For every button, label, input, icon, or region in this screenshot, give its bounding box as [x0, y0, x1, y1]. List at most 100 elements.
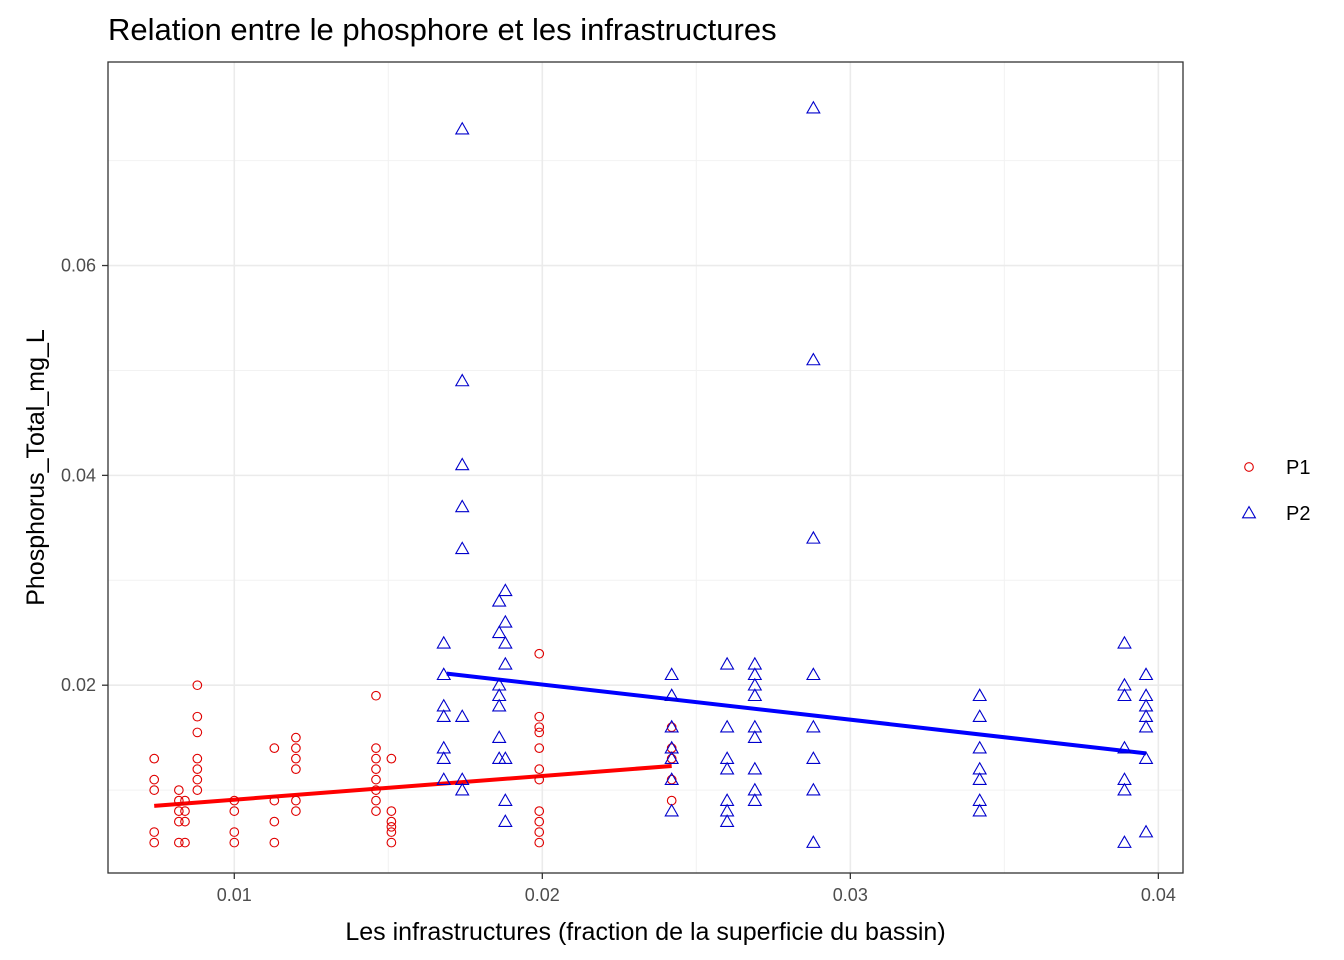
- legend-label-p1: P1: [1286, 457, 1310, 479]
- data-point-p2: [454, 457, 470, 471]
- data-point-p1: [534, 722, 545, 733]
- data-point-p1: [229, 806, 240, 816]
- y-axis-title: Phosphorus_Total_mg_L: [22, 329, 50, 606]
- data-point-p1: [386, 821, 397, 832]
- data-point-p2: [806, 100, 821, 114]
- data-point-p1: [229, 827, 240, 837]
- data-point-p2: [498, 814, 513, 827]
- data-point-p2: [747, 688, 763, 702]
- data-point-p1: [149, 827, 160, 837]
- data-point-p1: [386, 753, 397, 764]
- data-point-p1: [291, 795, 301, 806]
- data-point-p1: [371, 795, 381, 806]
- data-point-p2: [747, 793, 763, 806]
- data-point-p1: [180, 837, 190, 848]
- data-point-p1: [386, 827, 397, 837]
- panel-border: [107, 61, 1184, 874]
- data-point-p1: [291, 806, 301, 816]
- data-point-p1: [192, 727, 203, 738]
- data-point-p1: [386, 816, 397, 827]
- data-point-p1: [534, 837, 545, 848]
- data-point-p1: [534, 727, 545, 738]
- data-point-p1: [192, 711, 203, 722]
- data-point-p2: [436, 667, 452, 681]
- data-point-p1: [149, 753, 160, 764]
- data-point-p1: [534, 774, 545, 785]
- data-point-p1: [534, 806, 545, 816]
- legend: P1 P2: [1241, 457, 1310, 525]
- data-point-p2: [664, 751, 680, 764]
- data-point-p2: [1117, 782, 1132, 796]
- data-point-p2: [454, 541, 470, 555]
- data-point-p1: [173, 806, 184, 816]
- legend-label-p2: P2: [1286, 503, 1310, 525]
- data-point-p2: [806, 835, 821, 848]
- data-point-p1: [386, 806, 397, 816]
- data-point-p1: [173, 785, 184, 795]
- data-point-p1: [269, 795, 280, 806]
- data-point-p2: [719, 719, 735, 733]
- legend-key-p2: [1241, 505, 1257, 519]
- axis-ticks: 0.01 0.02 0.03 0.04 0.02 0.04 0.06: [61, 256, 1176, 905]
- data-point-p1: [291, 743, 301, 754]
- data-point-p2: [1117, 688, 1132, 702]
- data-point-p2: [719, 656, 735, 670]
- data-point-p2: [491, 698, 507, 712]
- data-point-p2: [454, 121, 470, 135]
- data-point-p2: [498, 635, 513, 649]
- data-point-p1: [173, 795, 184, 806]
- data-point-p2: [806, 352, 821, 366]
- data-point-p2: [491, 730, 507, 744]
- data-point-p1: [192, 680, 203, 691]
- data-point-p2: [1117, 740, 1132, 754]
- x-tick-label: 0.04: [1141, 885, 1176, 905]
- data-point-p2: [806, 530, 821, 544]
- fit-line-p1: [154, 763, 672, 808]
- data-point-p2: [498, 793, 513, 806]
- data-point-p2: [664, 719, 680, 733]
- grid-minor: [108, 62, 1183, 873]
- data-point-p1: [173, 837, 184, 848]
- data-point-p2: [454, 782, 470, 796]
- data-point-p2: [1117, 635, 1132, 649]
- data-point-p2: [491, 625, 507, 639]
- plot-background: [108, 62, 1183, 873]
- data-point-p2: [747, 730, 763, 744]
- data-point-p2: [1138, 751, 1154, 764]
- data-point-p2: [436, 635, 452, 649]
- data-point-p2: [1138, 824, 1154, 838]
- data-point-p1: [180, 795, 190, 806]
- data-point-p1: [371, 743, 381, 754]
- data-point-p2: [664, 667, 680, 681]
- data-point-p1: [229, 837, 240, 848]
- data-point-p2: [454, 373, 470, 387]
- data-point-p2: [1138, 719, 1154, 733]
- data-point-p1: [534, 764, 545, 774]
- x-tick-label: 0.01: [217, 885, 252, 905]
- data-point-p1: [173, 816, 184, 827]
- data-point-p2: [747, 761, 763, 775]
- data-point-p1: [149, 837, 160, 848]
- x-axis-title: Les infrastructures (fraction de la supe…: [345, 918, 945, 946]
- data-point-p2: [806, 667, 821, 681]
- x-tick-label: 0.03: [833, 885, 868, 905]
- data-point-p2: [806, 782, 821, 796]
- data-point-p2: [436, 709, 452, 723]
- data-point-p1: [291, 732, 301, 743]
- y-tick-label: 0.06: [61, 256, 96, 276]
- data-point-p1: [180, 816, 190, 827]
- data-point-p2: [719, 814, 735, 827]
- data-point-p1: [180, 806, 190, 816]
- data-point-p1: [534, 743, 545, 754]
- data-point-p1: [149, 785, 160, 795]
- data-point-p2: [806, 751, 821, 764]
- data-point-p2: [664, 803, 680, 817]
- data-point-p2: [1138, 667, 1154, 681]
- grid-major: [108, 62, 1183, 873]
- x-tick-label: 0.02: [525, 885, 560, 905]
- data-point-p2: [498, 656, 513, 670]
- data-point-p2: [436, 772, 452, 785]
- chart-title: Relation entre le phosphore et les infra…: [108, 12, 777, 47]
- data-point-p2: [972, 709, 988, 723]
